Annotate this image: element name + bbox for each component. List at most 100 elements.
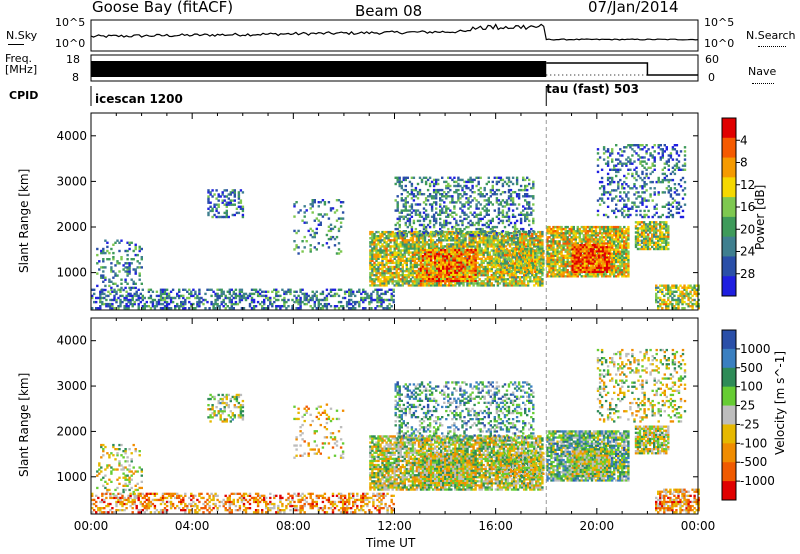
- scatter-cell: [517, 203, 521, 206]
- scatter-cell: [478, 282, 481, 285]
- scatter-cell: [479, 230, 482, 233]
- scatter-cell: [574, 242, 577, 245]
- scatter-cell: [445, 180, 448, 184]
- scatter-cell: [435, 203, 438, 206]
- scatter-cell: [418, 193, 422, 196]
- scatter-cell: [441, 230, 444, 233]
- scatter-cell: [381, 261, 384, 265]
- scatter-cell: [352, 307, 355, 310]
- scatter-cell: [484, 239, 487, 242]
- scatter-cell: [522, 227, 525, 231]
- scatter-cell: [256, 294, 260, 298]
- scatter-cell: [566, 230, 569, 233]
- scatter-cell: [552, 230, 555, 233]
- scatter-cell: [517, 266, 521, 269]
- scatter-cell: [399, 274, 402, 277]
- scatter-cell: [373, 257, 376, 260]
- scatter-cell: [293, 205, 296, 208]
- scatter-cell: [478, 267, 481, 271]
- scatter-cell: [570, 227, 573, 231]
- scatter-cell: [417, 247, 421, 250]
- scatter-cell: [443, 195, 446, 198]
- scatter-cell: [386, 290, 389, 293]
- scatter-cell: [239, 199, 243, 202]
- scatter-cell: [513, 191, 517, 194]
- scatter-cell: [541, 271, 544, 275]
- scatter-cell: [381, 243, 384, 246]
- scatter-cell: [409, 237, 413, 240]
- scatter-cell: [503, 225, 507, 229]
- scatter-cell: [228, 296, 231, 300]
- scatter-cell: [609, 275, 612, 278]
- scatter-cell: [182, 302, 185, 306]
- scatter-cell: [285, 307, 288, 310]
- scatter-cell: [303, 292, 306, 296]
- scatter-cell: [371, 284, 374, 287]
- scatter-cell: [498, 282, 502, 285]
- scatter-cell: [138, 249, 141, 253]
- scatter-cell: [424, 176, 428, 179]
- scatter-cell: [389, 259, 392, 262]
- scatter-cell: [458, 253, 461, 256]
- scatter-cell: [372, 290, 375, 293]
- scatter-cell: [132, 268, 135, 271]
- scatter-cell: [434, 267, 437, 270]
- scatter-cell: [226, 296, 229, 300]
- scatter-cell: [116, 262, 119, 265]
- scatter-cell: [143, 307, 146, 310]
- scatter-cell: [556, 258, 559, 262]
- scatter-cell: [444, 279, 447, 283]
- scatter-cell: [383, 257, 386, 260]
- scatter-cell: [250, 307, 254, 310]
- scatter-cell: [385, 243, 388, 246]
- scatter-cell: [401, 239, 404, 242]
- scatter-cell: [99, 307, 102, 310]
- scatter-cell: [519, 213, 523, 216]
- scatter-cell: [560, 269, 563, 272]
- scatter-cell: [116, 239, 119, 242]
- scatter-cell: [421, 239, 425, 242]
- scatter-cell: [405, 241, 408, 244]
- scatter-cell: [383, 255, 386, 258]
- scatter-cell: [373, 261, 376, 265]
- scatter-cell: [548, 258, 551, 262]
- scatter-cell: [171, 296, 175, 300]
- scatter-cell: [466, 255, 469, 258]
- scatter-cell: [364, 292, 367, 296]
- scatter-cell: [527, 274, 530, 277]
- scatter-cell: [539, 271, 542, 275]
- scatter-cell: [476, 282, 479, 285]
- scatter-cell: [519, 221, 523, 225]
- scatter-cell: [521, 276, 524, 279]
- scatter-cell: [501, 215, 505, 218]
- scatter-cell: [550, 246, 553, 249]
- scatter-cell: [104, 239, 107, 242]
- scatter-cell: [488, 263, 491, 267]
- scatter-cell: [516, 243, 520, 246]
- scatter-cell: [151, 298, 155, 302]
- scatter-cell: [440, 259, 443, 262]
- scatter-cell: [417, 284, 421, 287]
- scatter-cell: [402, 199, 405, 202]
- scatter-cell: [548, 246, 551, 249]
- scatter-cell: [548, 271, 551, 274]
- scatter-cell: [415, 245, 419, 248]
- scatter-cell: [490, 235, 493, 238]
- scatter-cell: [541, 232, 544, 236]
- scatter-cell: [126, 268, 129, 271]
- scatter-cell: [550, 252, 553, 255]
- scatter-cell: [474, 247, 477, 250]
- scatter-cell: [462, 265, 465, 268]
- scatter-cell: [389, 253, 392, 256]
- scatter-cell: [462, 261, 465, 264]
- scatter-cell: [217, 203, 220, 206]
- scatter-cell: [447, 221, 450, 225]
- scatter-cell: [584, 240, 588, 243]
- scatter-cell: [514, 276, 518, 279]
- scatter-cell: [470, 259, 473, 262]
- scatter-cell: [399, 284, 402, 287]
- scatter-cell: [481, 227, 484, 231]
- scatter-cell: [453, 180, 456, 184]
- scatter-cell: [470, 263, 473, 266]
- scatter-cell: [439, 205, 442, 208]
